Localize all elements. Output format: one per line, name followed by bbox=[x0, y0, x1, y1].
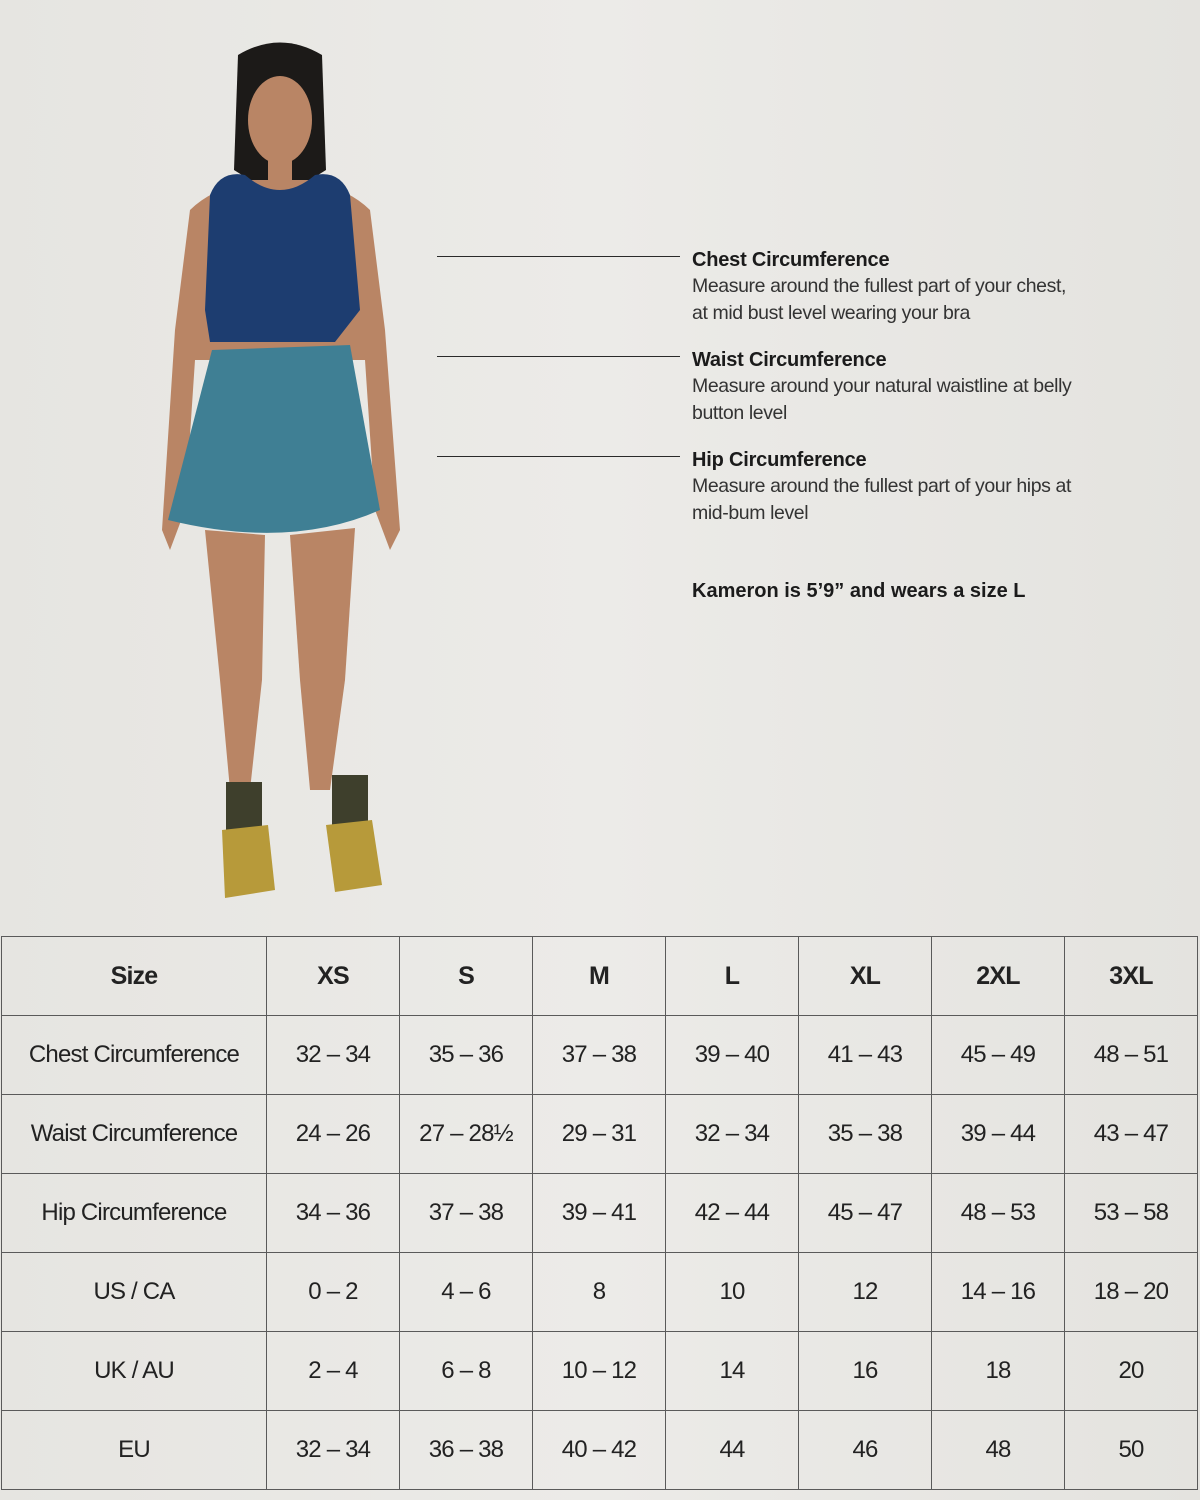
table-cell: 39 – 44 bbox=[931, 1094, 1065, 1174]
row-label: Chest Circumference bbox=[1, 1015, 267, 1095]
row-label: Hip Circumference bbox=[1, 1173, 267, 1253]
table-cell: 16 bbox=[798, 1331, 932, 1411]
table-cell: 41 – 43 bbox=[798, 1015, 932, 1095]
table-cell: 24 – 26 bbox=[266, 1094, 400, 1174]
chest-guide-line bbox=[437, 256, 680, 257]
table-cell: 48 bbox=[931, 1410, 1065, 1490]
row-label: UK / AU bbox=[1, 1331, 267, 1411]
table-cell: 2 – 4 bbox=[266, 1331, 400, 1411]
table-cell: 32 – 34 bbox=[266, 1410, 400, 1490]
size-chart-table: Size XS S M L XL 2XL 3XL Chest Circumference 32 … bbox=[1, 936, 1198, 1490]
table-cell: 20 bbox=[1064, 1331, 1198, 1411]
table-cell: 48 – 53 bbox=[931, 1173, 1065, 1253]
table-cell: 37 – 38 bbox=[532, 1015, 666, 1095]
table-cell: 46 bbox=[798, 1410, 932, 1490]
table-cell: 53 – 58 bbox=[1064, 1173, 1198, 1253]
table-header-row: Size XS S M L XL 2XL 3XL bbox=[1, 936, 1198, 1016]
row-label: US / CA bbox=[1, 1252, 267, 1332]
waist-guide: Waist Circumference Measure around your … bbox=[692, 347, 1132, 427]
column-header: XS bbox=[266, 936, 400, 1016]
table-row: Waist Circumference 24 – 26 27 – 28½ 29 – 3… bbox=[1, 1094, 1198, 1174]
guide-title: Waist Circumference bbox=[692, 349, 887, 371]
table-cell: 8 bbox=[532, 1252, 666, 1332]
table-cell: 45 – 49 bbox=[931, 1015, 1065, 1095]
chest-guide: Chest Circumference Measure around the f… bbox=[692, 247, 1132, 327]
table-cell: 6 – 8 bbox=[399, 1331, 533, 1411]
row-label: EU bbox=[1, 1410, 267, 1490]
table-cell: 40 – 42 bbox=[532, 1410, 666, 1490]
column-header: M bbox=[532, 936, 666, 1016]
table-cell: 29 – 31 bbox=[532, 1094, 666, 1174]
waist-guide-line bbox=[437, 356, 680, 357]
column-header: 2XL bbox=[931, 936, 1065, 1016]
hip-guide-line bbox=[437, 456, 680, 457]
model-figure bbox=[162, 42, 400, 898]
table-cell: 10 bbox=[665, 1252, 799, 1332]
table-row: EU 32 – 34 36 – 38 40 – 42 44 46 48 50 bbox=[1, 1410, 1198, 1490]
column-header: 3XL bbox=[1064, 936, 1198, 1016]
table-cell: 35 – 36 bbox=[399, 1015, 533, 1095]
table-cell: 35 – 38 bbox=[798, 1094, 932, 1174]
table-cell: 43 – 47 bbox=[1064, 1094, 1198, 1174]
column-header: L bbox=[665, 936, 799, 1016]
model-photo bbox=[162, 42, 400, 898]
table-cell: 42 – 44 bbox=[665, 1173, 799, 1253]
table-cell: 27 – 28½ bbox=[399, 1094, 533, 1174]
table-cell: 45 – 47 bbox=[798, 1173, 932, 1253]
table-cell: 39 – 41 bbox=[532, 1173, 666, 1253]
table-cell: 50 bbox=[1064, 1410, 1198, 1490]
hip-guide: Hip Circumference Measure around the ful… bbox=[692, 447, 1132, 527]
table-cell: 32 – 34 bbox=[665, 1094, 799, 1174]
guide-text: Measure around your natural waistline at… bbox=[692, 375, 1072, 424]
table-cell: 10 – 12 bbox=[532, 1331, 666, 1411]
table-cell: 14 – 16 bbox=[931, 1252, 1065, 1332]
table-cell: 18 – 20 bbox=[1064, 1252, 1198, 1332]
table-cell: 48 – 51 bbox=[1064, 1015, 1198, 1095]
guide-title: Hip Circumference bbox=[692, 449, 867, 471]
table-cell: 32 – 34 bbox=[266, 1015, 400, 1095]
table-cell: 44 bbox=[665, 1410, 799, 1490]
table-cell: 14 bbox=[665, 1331, 799, 1411]
model-note: Kameron is 5’9” and wears a size L bbox=[692, 580, 1026, 602]
table-cell: 37 – 38 bbox=[399, 1173, 533, 1253]
table-cell: 18 bbox=[931, 1331, 1065, 1411]
table-cell: 4 – 6 bbox=[399, 1252, 533, 1332]
table-row: Hip Circumference 34 – 36 37 – 38 39 – 41 42… bbox=[1, 1173, 1198, 1253]
guide-text: Measure around the fullest part of your … bbox=[692, 475, 1072, 524]
guide-text: Measure around the fullest part of your … bbox=[692, 275, 1066, 324]
table-cell: 12 bbox=[798, 1252, 932, 1332]
column-header: S bbox=[399, 936, 533, 1016]
column-header: Size bbox=[1, 936, 267, 1016]
table-cell: 0 – 2 bbox=[266, 1252, 400, 1332]
row-label: Waist Circumference bbox=[1, 1094, 267, 1174]
column-header: XL bbox=[798, 936, 932, 1016]
table-cell: 34 – 36 bbox=[266, 1173, 400, 1253]
table-cell: 39 – 40 bbox=[665, 1015, 799, 1095]
table-cell: 36 – 38 bbox=[399, 1410, 533, 1490]
guide-title: Chest Circumference bbox=[692, 249, 890, 271]
table-row: Chest Circumference 32 – 34 35 – 36 37 – 38… bbox=[1, 1015, 1198, 1095]
